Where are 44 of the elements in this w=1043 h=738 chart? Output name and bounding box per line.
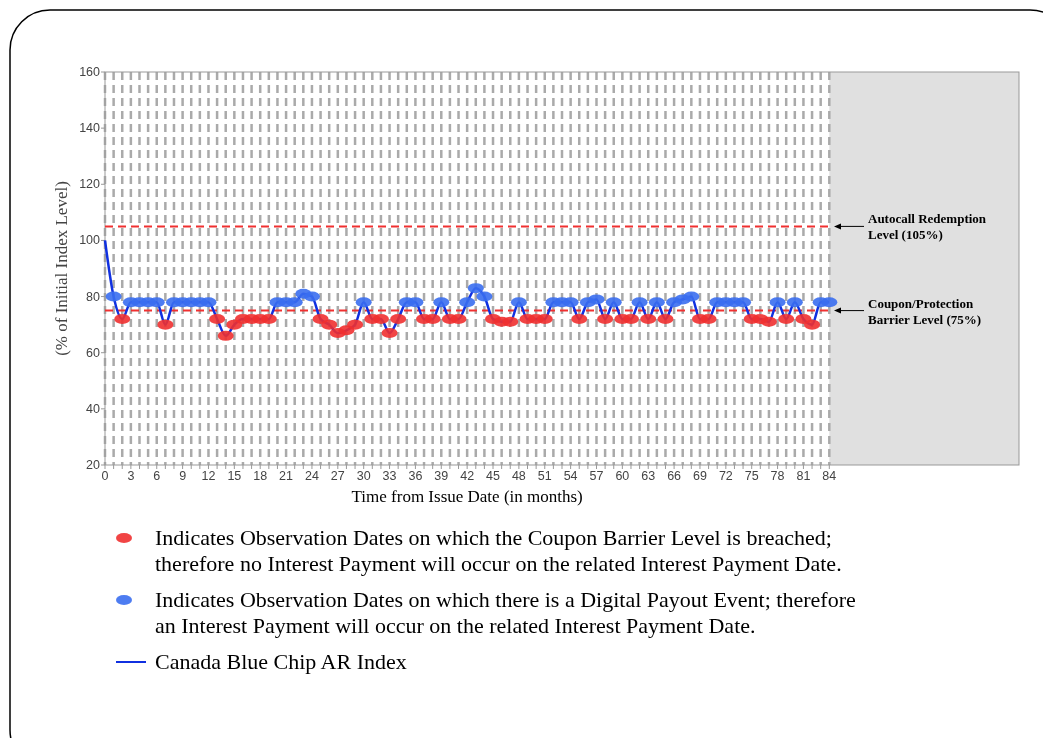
x-tick-label: 30 xyxy=(356,469,371,483)
x-tick-label: 39 xyxy=(434,469,449,483)
x-tick-label: 24 xyxy=(304,469,319,483)
x-tick-label: 3 xyxy=(127,469,135,483)
x-tick-label: 78 xyxy=(770,469,785,483)
x-tick-label: 9 xyxy=(179,469,187,483)
x-tick-label: 51 xyxy=(537,469,552,483)
x-tick-label: 75 xyxy=(744,469,759,483)
y-tick-label: 160 xyxy=(79,65,101,79)
x-axis-title: Time from Issue Date (in months) xyxy=(351,487,583,506)
x-tick-label: 84 xyxy=(822,469,837,483)
x-tick-label: 21 xyxy=(279,469,294,483)
y-tick-label: 40 xyxy=(86,401,101,416)
ref-line-label: Coupon/Protection Barrier Level (75%) xyxy=(868,295,982,327)
y-tick-label: 80 xyxy=(86,289,101,304)
legend-label: Indicates Observation Dates on which there is a Digital Payout Event; therefore an Interest Payment will occur on the related Interest Payment Date. xyxy=(155,587,856,638)
x-tick-label: 42 xyxy=(460,469,475,483)
x-tick-label: 66 xyxy=(667,469,682,483)
x-tick-label: 36 xyxy=(408,469,423,483)
x-tick-label: 12 xyxy=(201,469,216,483)
ref-line-label: Autocall Redemption Level (105%) xyxy=(868,211,987,243)
y-tick-label: 20 xyxy=(86,458,101,472)
x-tick-label: 63 xyxy=(641,469,656,483)
x-tick-label: 0 xyxy=(101,469,109,483)
x-tick-label: 69 xyxy=(693,469,707,483)
x-tick-label: 33 xyxy=(382,469,397,483)
x-tick-label: 15 xyxy=(227,469,242,483)
legend-label: Indicates Observation Dates on which the Coupon Barrier Level is breached; therefore no Interest Payment will occur on the related Interest Payment Date. xyxy=(155,525,842,576)
x-tick-label: 48 xyxy=(511,469,526,483)
x-tick-label: 27 xyxy=(330,469,345,483)
x-tick-label: 60 xyxy=(615,469,630,483)
x-tick-label: 72 xyxy=(718,469,733,483)
x-tick-label: 18 xyxy=(253,469,268,483)
x-tick-label: 54 xyxy=(563,469,578,483)
x-tick-label: 6 xyxy=(153,469,161,483)
y-tick-label: 140 xyxy=(79,121,101,136)
y-tick-label: 120 xyxy=(79,177,101,192)
x-tick-label: 45 xyxy=(486,469,501,483)
y-tick-label: 60 xyxy=(86,345,101,360)
y-axis-title: (% of Initial Index Level) xyxy=(52,181,71,356)
x-tick-label: 81 xyxy=(796,469,811,483)
legend-label: Canada Blue Chip AR Index xyxy=(155,649,407,674)
x-tick-label: 57 xyxy=(589,469,604,483)
y-tick-label: 100 xyxy=(79,233,101,248)
